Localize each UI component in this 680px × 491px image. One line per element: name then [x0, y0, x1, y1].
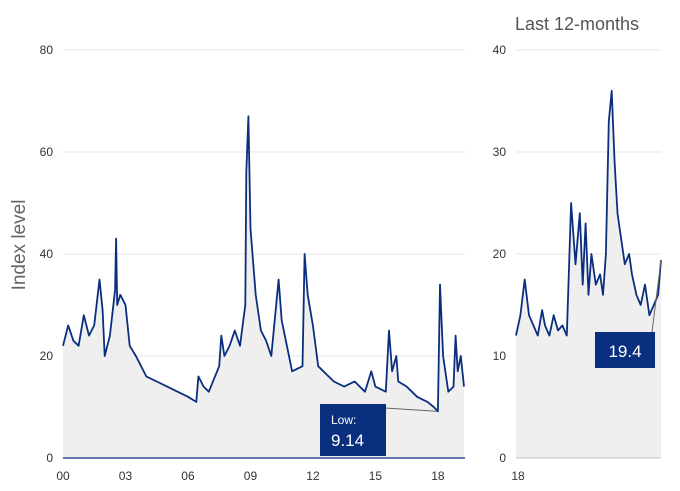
x-tick-label: 15	[369, 469, 383, 483]
y-tick-label: 80	[40, 43, 54, 57]
current-callout-box	[595, 332, 655, 368]
y-tick-label: 20	[40, 349, 54, 363]
y-tick-label: 30	[493, 145, 507, 159]
y-tick-label: 0	[46, 451, 53, 465]
low-callout-value: 9.14	[331, 431, 364, 450]
panel-title-last-12-months: Last 12-months	[515, 14, 639, 34]
current-callout-value: 19.4	[608, 342, 641, 361]
low-callout-label: Low:	[331, 413, 356, 427]
y-tick-label: 20	[493, 247, 507, 261]
y-tick-label: 0	[499, 451, 506, 465]
series-line	[515, 89, 662, 337]
y-axis-label: Index level	[9, 200, 30, 291]
low-callout-leader	[384, 407, 438, 412]
y-tick-label: 60	[40, 145, 54, 159]
x-tick-label: 18	[431, 469, 445, 483]
last-12-months-panel: 0 10 20 30 40 18 19.4	[493, 43, 662, 483]
x-tick-label: 03	[119, 469, 133, 483]
x-tick-label: 09	[244, 469, 258, 483]
series-line	[62, 115, 465, 413]
x-tick-label: 06	[181, 469, 195, 483]
y-tick-label: 40	[40, 247, 54, 261]
x-tick-label: 00	[56, 469, 70, 483]
y-tick-label: 10	[493, 349, 507, 363]
x-tick-label: 18	[511, 469, 525, 483]
main-chart-panel: 0 20 40 60 80 00 03 06 09 12 15 18 Low: 9.14	[40, 43, 465, 483]
x-tick-label: 12	[306, 469, 320, 483]
low-callout-box	[320, 404, 386, 456]
y-tick-label: 40	[493, 43, 507, 57]
series-area	[63, 116, 464, 459]
current-callout-leader	[651, 260, 662, 333]
